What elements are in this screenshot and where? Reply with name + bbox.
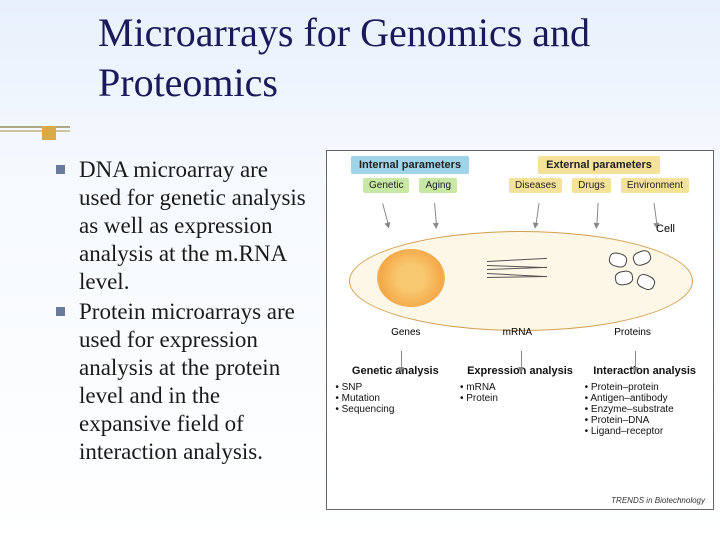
title-accent [0,126,70,140]
genes-label: Genes [391,327,420,338]
analysis-list: mRNA Protein [460,382,580,404]
interaction-analysis: Interaction analysis Protein–protein Ant… [585,365,705,437]
list-item: DNA microarray are used for genetic anal… [56,156,314,296]
cell-area: Cell Genes mRNA Proteins [327,201,713,341]
analysis-item: Sequencing [335,404,455,415]
cell-diagram: Internal parameters Genetic Aging Extern… [326,150,714,510]
proteins-blob [605,251,663,297]
analysis-item: Mutation [335,393,455,404]
trends-credit: TRENDS in Biotechnology [611,496,705,505]
internal-params: Internal parameters Genetic Aging [351,155,469,193]
inner-labels: Genes mRNA Proteins [350,327,692,338]
analysis-list: SNP Mutation Sequencing [335,382,455,415]
analysis-item: mRNA [460,382,580,393]
parameters-row: Internal parameters Genetic Aging Extern… [327,151,713,193]
analysis-arrows [327,351,713,375]
bullet-list: DNA microarray are used for genetic anal… [56,156,314,469]
bullet-text: DNA microarray are used for genetic anal… [79,156,314,296]
param-sub: Aging [419,178,457,193]
genes-blob [377,249,445,307]
bullet-text: Protein microarrays are used for express… [79,298,314,466]
analysis-item: Protein–protein [585,382,705,393]
slide-title: Microarrays for Genomics and Proteomics [98,8,720,108]
bullet-icon [56,165,65,174]
param-sub: Genetic [363,178,409,193]
analysis-item: Ligand–receptor [585,426,705,437]
analysis-item: SNP [335,382,455,393]
cell-label: Cell [656,223,675,235]
bullet-icon [56,307,65,316]
analysis-list: Protein–protein Antigen–antibody Enzyme–… [585,382,705,437]
expression-analysis: Expression analysis mRNA Protein [460,365,580,437]
analysis-item: Protein [460,393,580,404]
analysis-item: Protein–DNA [585,415,705,426]
mrna-label: mRNA [503,327,532,338]
external-params: External parameters Diseases Drugs Envir… [509,155,689,193]
param-sub: Drugs [572,178,611,193]
internal-header: Internal parameters [351,156,469,174]
param-sub: Diseases [509,178,562,193]
analysis-item: Antigen–antibody [585,393,705,404]
external-header: External parameters [538,156,660,174]
param-sub: Environment [621,178,689,193]
mrna-waves [487,261,567,289]
list-item: Protein microarrays are used for express… [56,298,314,466]
genetic-analysis: Genetic analysis SNP Mutation Sequencing [335,365,455,437]
proteins-label: Proteins [614,327,651,338]
analysis-item: Enzyme–substrate [585,404,705,415]
